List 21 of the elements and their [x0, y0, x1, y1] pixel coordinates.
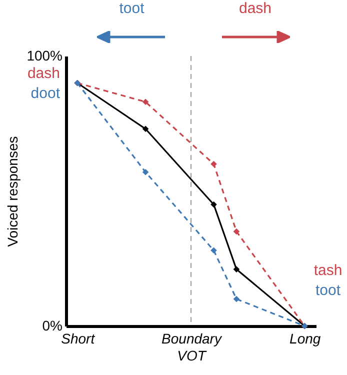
point [233, 266, 240, 272]
point [210, 201, 217, 208]
text: dash [238, 0, 272, 17]
annotation: tash [314, 262, 342, 279]
y-tick-label: 0% [42, 318, 62, 334]
x-tick-label: Long [290, 330, 321, 346]
text: toot [119, 0, 144, 17]
annotation: toot [315, 282, 342, 299]
point [142, 168, 149, 176]
x-tick-label: Boundary VOT [162, 330, 222, 364]
point [142, 98, 149, 106]
point [142, 126, 149, 132]
point [233, 228, 240, 235]
series-label: doot [30, 85, 61, 102]
series-label: dash [27, 65, 60, 82]
point [210, 160, 217, 168]
y-tick-label: 100% [26, 48, 62, 64]
point [210, 247, 217, 254]
x-tick-label: Short [61, 330, 96, 346]
y-axis-title: Voiced responses [4, 136, 21, 247]
point [233, 296, 240, 302]
